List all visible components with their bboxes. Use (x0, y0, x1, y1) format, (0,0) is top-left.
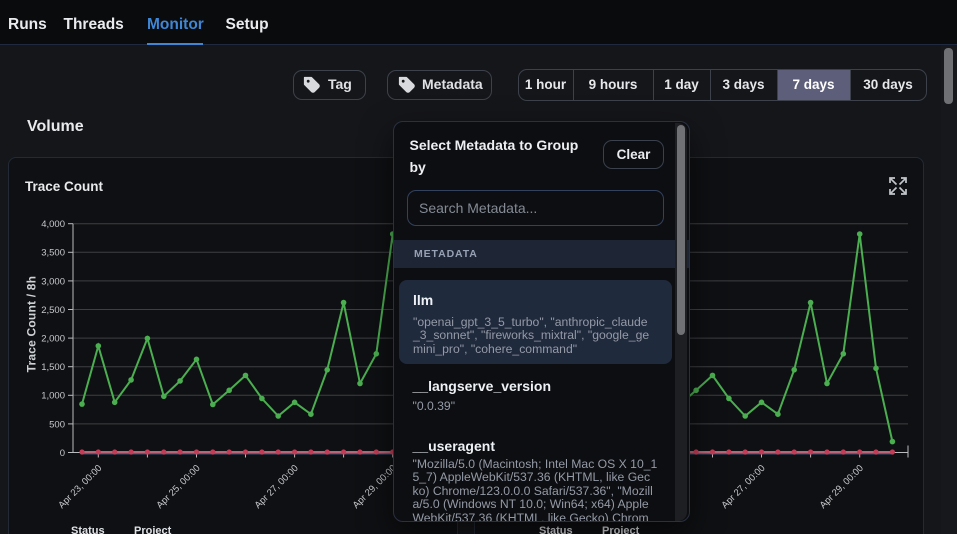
svg-text:Apr 23, 00:00: Apr 23, 00:00 (56, 463, 104, 511)
svg-text:Trace Count / 8h: Trace Count / 8h (25, 276, 39, 373)
svg-text:2,500: 2,500 (41, 305, 65, 316)
svg-text:Apr 27, 00:00: Apr 27, 00:00 (253, 463, 301, 511)
svg-text:1,500: 1,500 (41, 362, 65, 373)
svg-text:Apr 29, 00:00: Apr 29, 00:00 (818, 463, 866, 511)
svg-text:3,500: 3,500 (41, 248, 65, 259)
svg-text:2,000: 2,000 (41, 334, 65, 345)
svg-text:3,000: 3,000 (41, 276, 65, 287)
svg-text:Apr 29, 00:00: Apr 29, 00:00 (351, 463, 399, 511)
svg-text:500: 500 (49, 419, 65, 430)
svg-text:Apr 27, 00:00: Apr 27, 00:00 (720, 463, 768, 511)
svg-text:4,000: 4,000 (41, 219, 65, 230)
svg-text:0: 0 (60, 448, 65, 459)
svg-text:Apr 25, 00:00: Apr 25, 00:00 (155, 463, 203, 511)
svg-text:1,000: 1,000 (41, 391, 65, 402)
